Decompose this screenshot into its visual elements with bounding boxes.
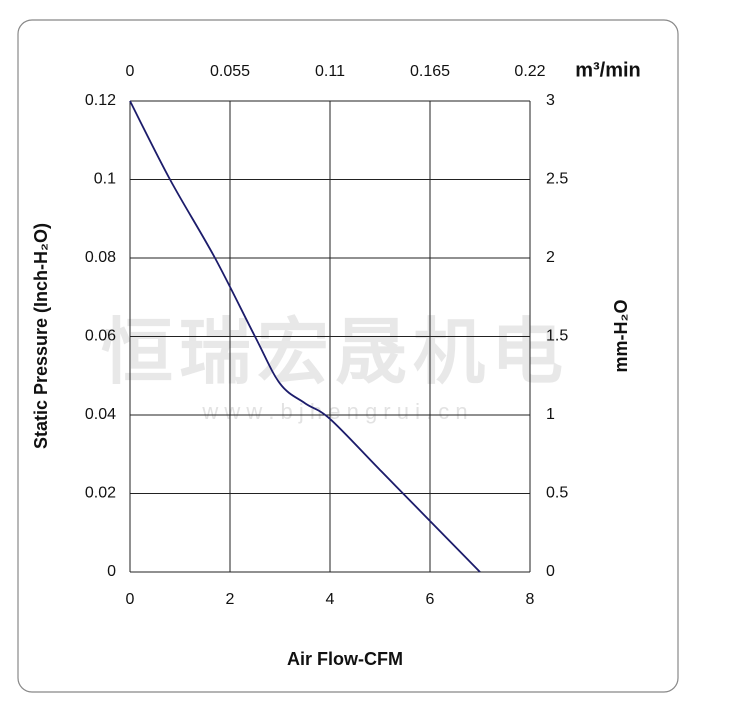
y2-tick-label: 0.5: [546, 485, 568, 502]
x-tick-label: 6: [426, 591, 435, 608]
x-tick-label: 2: [226, 591, 235, 608]
x-tick-label: 0: [126, 591, 135, 608]
y2-axis-title: mm-H₂O: [611, 299, 631, 372]
y2-tick-label: 0: [546, 563, 555, 580]
x-tick-label: 4: [326, 591, 335, 608]
watermark-url: w w w . b j h e n g r u i . c n: [201, 399, 467, 424]
y2-tick-label: 1: [546, 406, 555, 423]
frame: [17, 19, 679, 693]
y-tick-label: 0.12: [85, 92, 116, 109]
x2-tick-label: 0.055: [210, 63, 250, 80]
y-axis-title: Static Pressure (Inch-H₂O): [31, 223, 51, 449]
y-tick-label: 0.02: [85, 485, 116, 502]
x2-tick-label: 0.22: [514, 63, 545, 80]
watermark: 恒瑞宏晟机电: [101, 313, 569, 393]
x-tick-label: 8: [526, 591, 535, 608]
y2-tick-label: 3: [546, 92, 555, 109]
y-tick-label: 0.06: [85, 328, 116, 345]
y-tick-label: 0.08: [85, 249, 116, 266]
x-axis-title: Air Flow-CFM: [287, 649, 403, 669]
x2-tick-label: 0.165: [410, 63, 450, 80]
y2-tick-label: 2.5: [546, 171, 568, 188]
x2-tick-label: 0: [126, 63, 135, 80]
x2-axis-title: m³/min: [575, 59, 641, 81]
y2-tick-label: 1.5: [546, 328, 568, 345]
y2-tick-label: 2: [546, 249, 555, 266]
y-tick-label: 0.04: [85, 406, 116, 423]
curve: [129, 100, 481, 573]
y-tick-label: 0: [107, 563, 116, 580]
y-tick-label: 0.1: [94, 171, 116, 188]
x2-tick-label: 0.11: [315, 63, 345, 80]
